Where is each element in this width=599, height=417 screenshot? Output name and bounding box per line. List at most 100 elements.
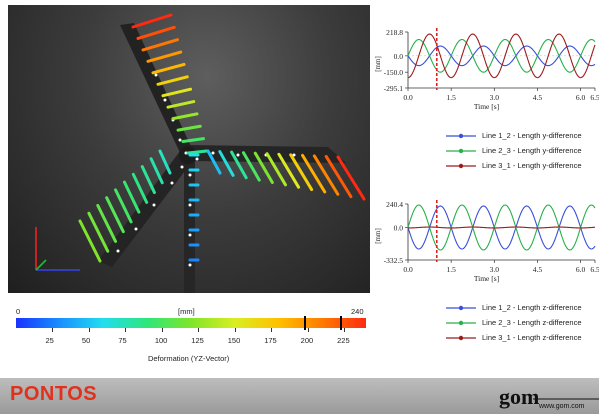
marker-point <box>196 158 199 161</box>
x-tick-label: 0.0 <box>403 265 413 274</box>
marker-point <box>155 74 158 77</box>
legend-label: Line 1_2 - Length y-difference <box>482 131 582 140</box>
legend-swatch <box>446 318 478 328</box>
vector-arrow <box>124 182 138 212</box>
scale-tick-label: 100 <box>155 336 168 345</box>
marker-point <box>164 99 167 102</box>
scale-max-label: 240 <box>351 307 364 316</box>
y-tick-label: 0.0 <box>394 52 404 61</box>
legend-swatch-dot <box>459 306 463 310</box>
vector-arrow <box>142 167 154 193</box>
scale-tick-label: 200 <box>301 336 314 345</box>
legend-label: Line 1_2 - Length z-difference <box>482 303 582 312</box>
scale-tick-label: 125 <box>191 336 204 345</box>
color-gradient-bar <box>16 318 366 328</box>
legend-label: Line 3_1 - Length z-difference <box>482 333 582 342</box>
legend-swatch <box>446 131 478 141</box>
legend-label: Line 3_1 - Length y-difference <box>482 161 582 170</box>
vector-arrow <box>138 27 174 38</box>
y-tick-label: 240.4 <box>386 200 403 209</box>
legend-swatch-dot <box>459 134 463 138</box>
x-tick-label: 3.0 <box>490 265 500 274</box>
vector-arrow <box>116 190 132 222</box>
legend-label: Line 2_3 - Length z-difference <box>482 318 582 327</box>
marker-point <box>189 204 192 207</box>
brand-title: PONTOS <box>10 383 97 406</box>
marker-point <box>179 139 182 142</box>
x-tick-label: 6.5 <box>590 93 599 102</box>
marker-point <box>181 166 184 169</box>
marker-point <box>189 174 192 177</box>
x-tick-label: 6.5 <box>590 265 599 274</box>
marker-point <box>135 228 138 231</box>
marker-point <box>171 182 174 185</box>
footer-bar: PONTOS gom www.gom.com <box>0 378 599 414</box>
scale-tick-label: 175 <box>264 336 277 345</box>
legend-swatch <box>446 333 478 343</box>
scale-marker-2 <box>340 316 342 330</box>
scale-unit-label: [mm] <box>178 307 195 316</box>
vector-arrow <box>133 15 171 27</box>
vector-arrow <box>143 40 178 50</box>
y-tick-label: -295.1 <box>384 84 404 93</box>
scale-tick-mark <box>344 328 345 332</box>
legend-label: Line 2_3 - Length y-difference <box>482 146 582 155</box>
turbine-scene <box>8 5 370 293</box>
vector-arrow <box>151 159 162 183</box>
scale-tick-mark <box>52 328 53 332</box>
vector-arrow <box>188 151 207 153</box>
color-scale: 0 [mm] 240 25 50 75 100 125 150 175 200 225 Defo… <box>8 298 370 378</box>
scale-min-label: 0 <box>16 307 20 316</box>
legend-swatch <box>446 303 478 313</box>
x-tick-label: 6.0 <box>576 265 586 274</box>
scale-marker-1 <box>304 316 306 330</box>
x-tick-label: 0.0 <box>403 93 413 102</box>
scale-tick-label: 75 <box>118 336 126 345</box>
coordinate-axes <box>36 227 80 270</box>
scale-tick-mark <box>125 328 126 332</box>
y-unit-label: [mm] <box>374 228 382 244</box>
x-tick-label: 4.5 <box>533 93 543 102</box>
legend-swatch-dot <box>459 321 463 325</box>
vector-arrow <box>153 64 184 72</box>
scale-tick-mark <box>308 328 309 332</box>
logo-word: gom <box>499 384 539 409</box>
x-axis-title: Time [s] <box>474 274 499 283</box>
scale-tick-mark <box>89 328 90 332</box>
scale-tick-label: 150 <box>228 336 241 345</box>
x-tick-label: 4.5 <box>533 265 543 274</box>
x-tick-label: 1.5 <box>446 265 456 274</box>
legend-swatch <box>446 146 478 156</box>
x-tick-label: 3.0 <box>490 93 500 102</box>
y-tick-label: -150.0 <box>384 68 404 77</box>
y-difference-chart: 218.8 0.0 -150.0 -295.1 [mm] 0.0 1.5 3.0 4.5 6.0 6… <box>370 24 599 120</box>
marker-point <box>189 234 192 237</box>
scale-tick-mark <box>271 328 272 332</box>
x-tick-label: 6.0 <box>576 93 586 102</box>
scale-tick-label: 50 <box>82 336 90 345</box>
scale-tick-mark <box>162 328 163 332</box>
marker-point <box>212 152 215 155</box>
scale-tick-label: 25 <box>45 336 53 345</box>
vector-arrow <box>160 151 170 173</box>
vector-arrow <box>163 89 191 96</box>
marker-point <box>153 204 156 207</box>
vector-arrow <box>158 77 187 84</box>
deformation-vectors <box>80 15 364 261</box>
x-tick-label: 1.5 <box>446 93 456 102</box>
y-unit-label: [mm] <box>374 56 382 72</box>
scale-tick-label: 225 <box>337 336 350 345</box>
axis-y-line <box>36 260 46 270</box>
vector-arrow <box>148 52 181 61</box>
y-tick-label: 218.8 <box>386 28 403 37</box>
scale-tick-mark <box>198 328 199 332</box>
legend-swatch-dot <box>459 164 463 168</box>
legend-swatch <box>446 161 478 171</box>
scale-title: Deformation (YZ-Vector) <box>148 354 229 363</box>
legend-swatch-dot <box>459 149 463 153</box>
marker-point <box>117 250 120 253</box>
y-tick-label: 0.0 <box>394 223 404 232</box>
3d-viewport[interactable] <box>8 5 370 293</box>
gom-logo: gom www.gom.com <box>497 380 599 412</box>
vector-arrow <box>338 157 364 199</box>
